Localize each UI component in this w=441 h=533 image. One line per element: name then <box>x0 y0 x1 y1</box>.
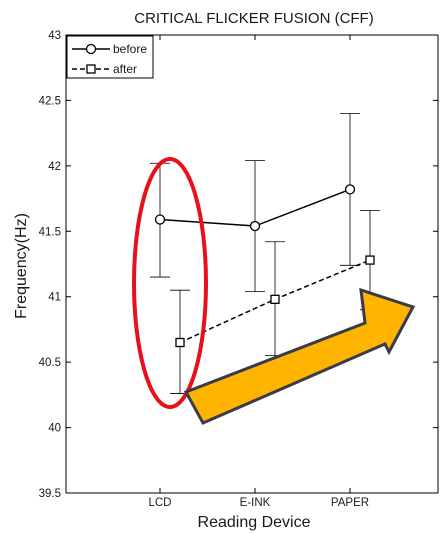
y-tick-label: 40 <box>48 423 61 435</box>
plot-area <box>65 34 439 494</box>
y-tick-label: 42.5 <box>39 95 61 107</box>
y-tick-label: 42 <box>48 161 61 173</box>
y-tick-label: 40.5 <box>39 357 61 369</box>
y-tick-label: 41 <box>48 292 61 304</box>
x-tick-label: PAPER <box>331 497 369 509</box>
data-point-after <box>270 294 280 304</box>
y-tick-label: 39.5 <box>39 488 61 500</box>
legend-after-marker <box>86 64 96 74</box>
x-tick-label: LCD <box>148 497 171 509</box>
data-point-before <box>154 214 166 225</box>
legend: before after <box>66 35 154 79</box>
y-axis-ticks: 39.5 40 40.5 41 41.5 42 42.5 43 <box>39 30 438 500</box>
chart-title: CRITICAL FLICKER FUSION (CFF) <box>134 10 373 27</box>
data-point-before <box>344 184 356 195</box>
data-point-before <box>249 220 261 232</box>
x-tick-label: E-INK <box>240 497 271 509</box>
legend-before-marker <box>85 43 97 55</box>
trend-arrow <box>183 287 416 425</box>
data-point-after <box>365 255 375 265</box>
x-axis-label: Reading Device <box>198 514 311 531</box>
legend-before-label: before <box>113 42 147 56</box>
y-tick-label: 41.5 <box>39 226 61 238</box>
series-layer <box>150 113 380 394</box>
legend-box <box>66 35 154 79</box>
y-tick-label: 43 <box>48 30 61 42</box>
legend-after-label: after <box>113 62 137 76</box>
x-axis-ticks: LCD E-INK PAPER <box>148 35 369 509</box>
data-point-after <box>175 337 185 348</box>
highlight-ellipse <box>132 157 208 409</box>
y-axis-label: Frequency(Hz) <box>13 213 30 319</box>
